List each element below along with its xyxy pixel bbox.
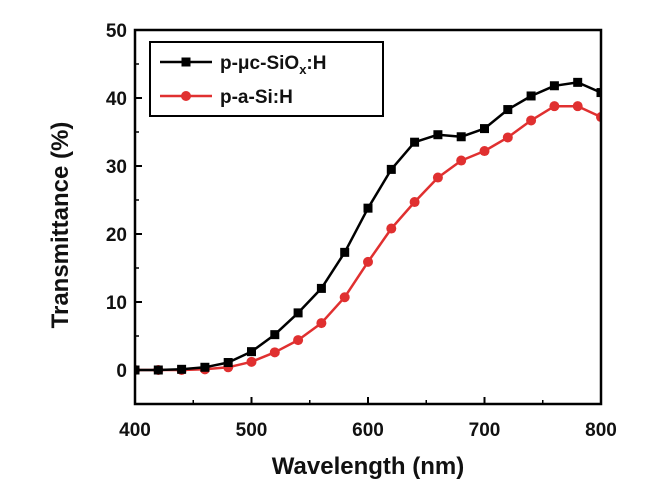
data-point <box>479 146 490 157</box>
axis-ticks: 400 500 600 700 800 0 10 20 30 40 50 <box>106 21 617 441</box>
data-point <box>503 105 513 115</box>
data-point <box>456 155 467 166</box>
x-tick-label: 600 <box>352 420 384 441</box>
x-tick-label: 700 <box>469 420 501 441</box>
y-tick-label: 10 <box>106 293 127 314</box>
data-point <box>340 247 350 257</box>
series-1 <box>135 101 601 375</box>
legend-label: p-a-Si:H <box>220 87 293 108</box>
data-point <box>223 358 233 368</box>
series-line <box>135 81 601 372</box>
data-point <box>363 203 373 213</box>
series-line <box>135 104 601 372</box>
plot-area <box>135 77 601 375</box>
data-point <box>246 356 257 367</box>
legend: p-μc-SiOx:H p-a-Si:H <box>149 41 384 117</box>
data-point <box>573 77 583 87</box>
data-point <box>549 101 560 112</box>
legend-marker <box>181 91 191 101</box>
y-tick-label: 0 <box>116 361 127 382</box>
data-point <box>270 330 280 340</box>
data-point <box>293 308 303 318</box>
data-point <box>386 164 396 174</box>
y-tick-label: 40 <box>106 89 127 110</box>
legend-box <box>149 41 384 117</box>
y-tick-label: 50 <box>106 21 127 42</box>
data-point <box>526 91 536 101</box>
x-tick-label: 800 <box>585 420 617 441</box>
x-axis-title: Wavelength (nm) <box>272 453 464 480</box>
data-point <box>153 365 163 375</box>
data-point <box>269 347 280 358</box>
data-point <box>480 124 489 134</box>
x-tick-label: 500 <box>236 420 268 441</box>
data-point <box>247 347 256 357</box>
data-point <box>433 130 443 140</box>
data-point <box>410 137 420 147</box>
y-tick-label: 20 <box>106 225 127 246</box>
data-point <box>386 223 397 234</box>
data-point <box>526 115 537 126</box>
data-point <box>409 197 420 208</box>
data-point <box>502 132 513 143</box>
data-point <box>316 318 327 329</box>
y-axis-title: Transmittance (%) <box>47 122 74 329</box>
data-point <box>432 172 443 183</box>
data-point <box>572 101 583 112</box>
y-tick-label: 30 <box>106 157 127 178</box>
legend-label: p-μc-SiOx:H <box>220 53 326 77</box>
legend-marker <box>181 57 191 67</box>
data-point <box>339 292 350 303</box>
data-point <box>456 132 466 142</box>
data-point <box>549 81 559 91</box>
data-point <box>293 335 304 346</box>
data-point <box>596 88 601 98</box>
data-point <box>316 283 326 293</box>
data-point <box>363 256 373 267</box>
data-point <box>200 362 210 372</box>
x-tick-label: 400 <box>119 420 151 441</box>
data-point <box>177 364 187 374</box>
